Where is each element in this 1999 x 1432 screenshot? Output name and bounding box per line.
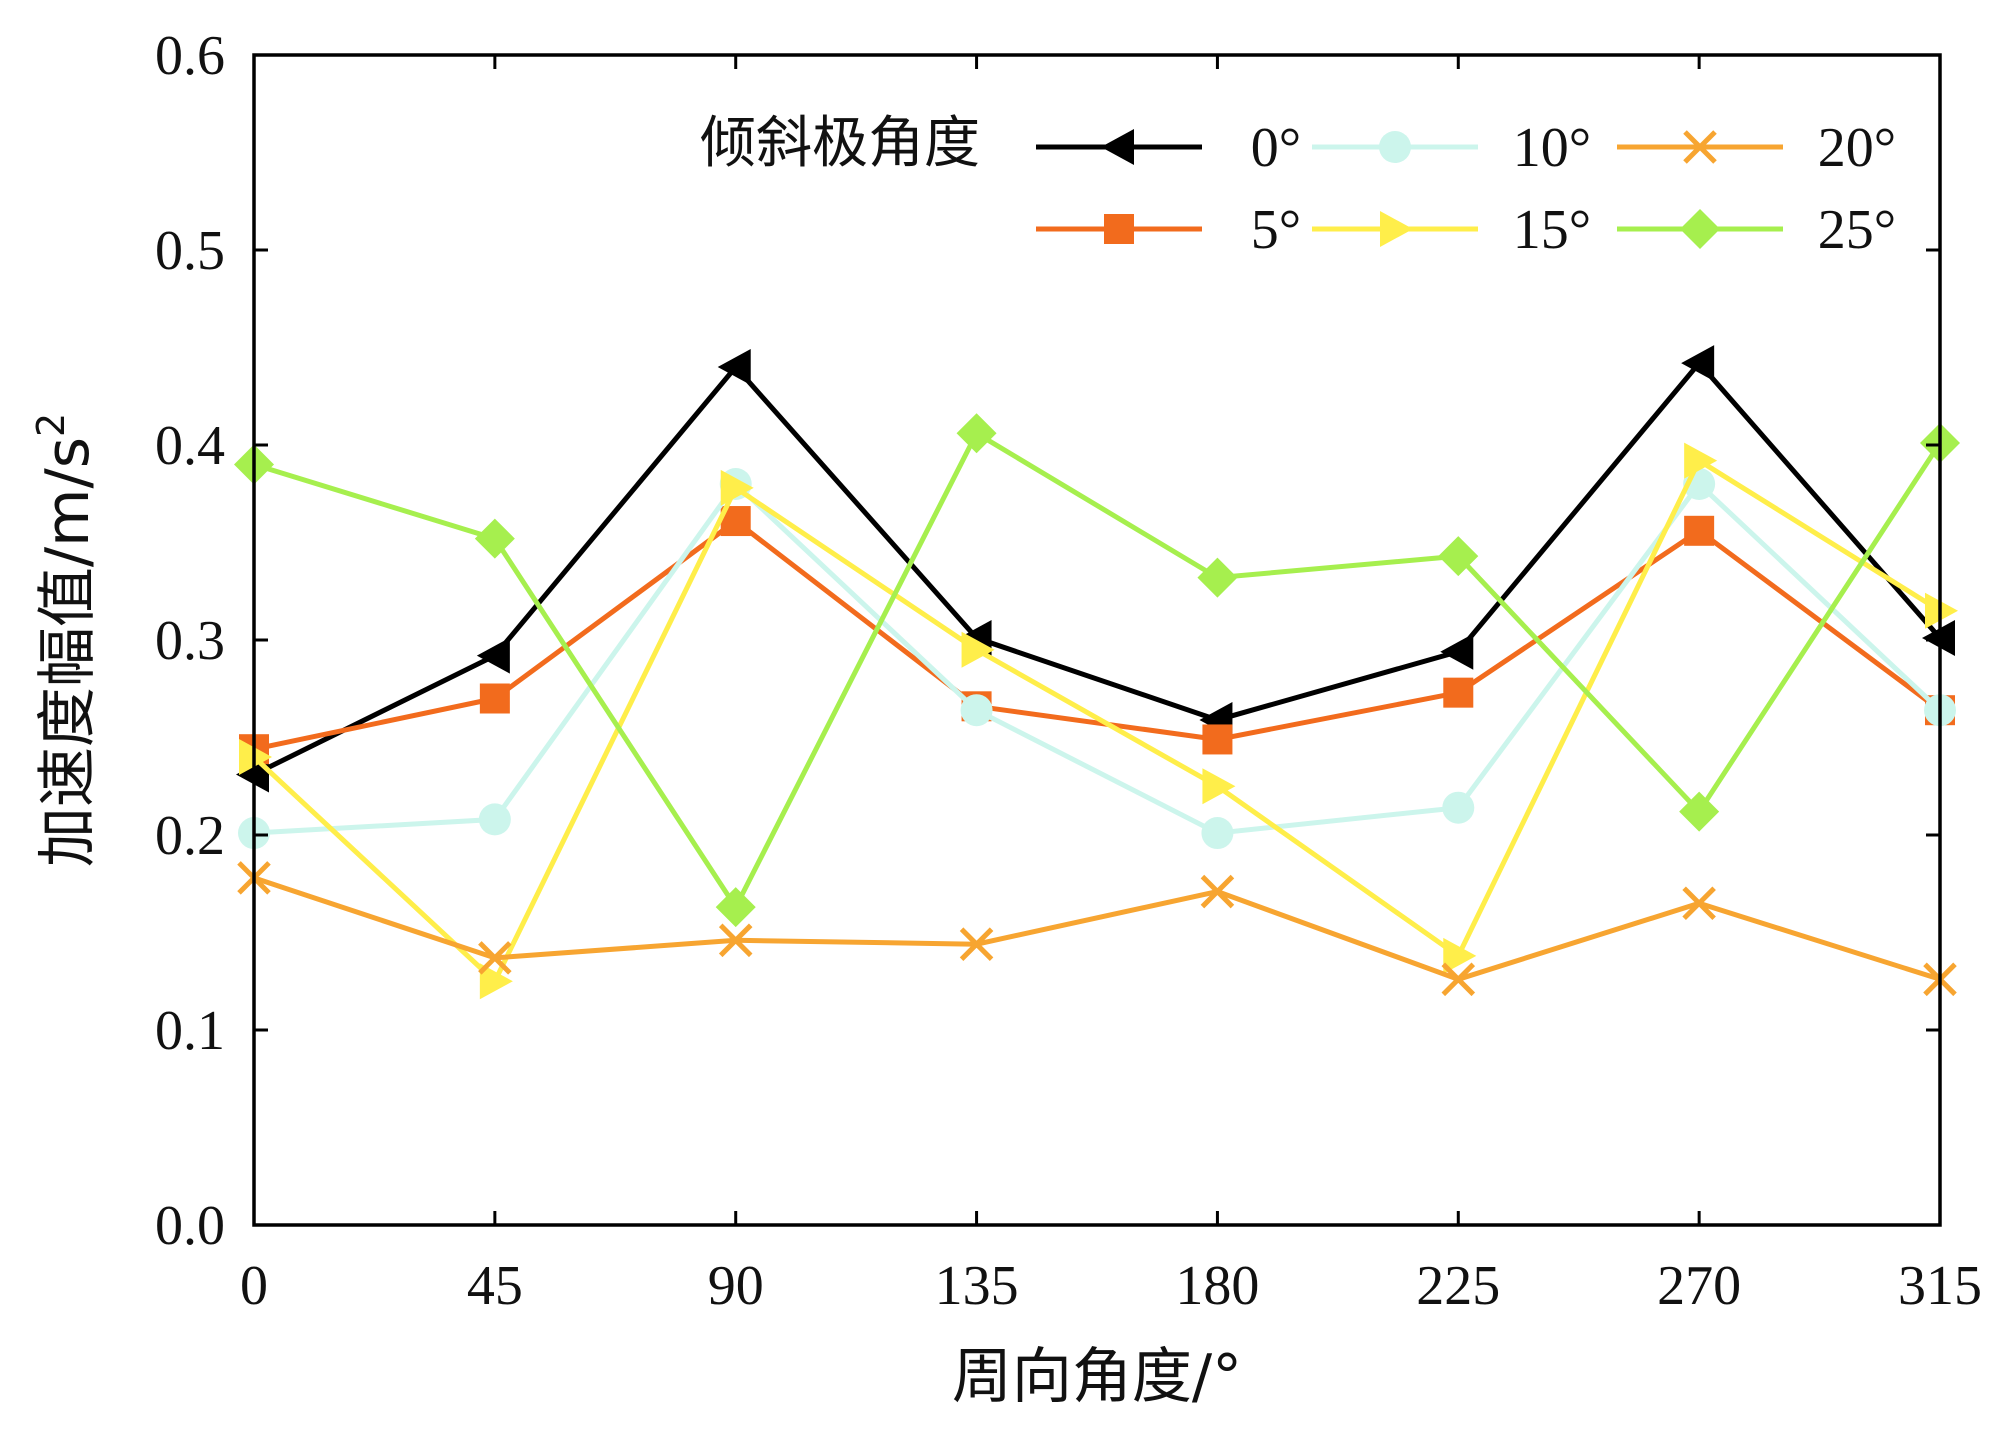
series-line-0deg <box>252 359 1942 777</box>
x-tick-label: 315 <box>1898 1255 1982 1317</box>
series-25deg <box>234 413 1960 928</box>
data-point-10deg <box>1442 791 1475 824</box>
data-point-0deg <box>1681 345 1715 382</box>
y-tick-label: 0.2 <box>155 805 225 867</box>
legend-item-15deg: 15° <box>1312 199 1591 261</box>
data-point-0deg <box>476 637 510 674</box>
x-tick-label: 225 <box>1416 1255 1500 1317</box>
data-point-25deg <box>715 887 756 928</box>
data-point-10deg <box>478 803 511 836</box>
y-tick-label: 0.4 <box>155 415 225 477</box>
legend-item-10deg: 10° <box>1312 117 1591 179</box>
data-point-0deg <box>1440 633 1474 670</box>
legend-marker <box>1104 214 1134 244</box>
series-line-15deg <box>252 457 1942 986</box>
data-point-5deg <box>1684 515 1715 546</box>
y-tick-label: 0.1 <box>155 1000 225 1062</box>
legend-item-20deg: 20° <box>1617 117 1896 179</box>
data-point-10deg <box>960 694 993 727</box>
data-point-20deg <box>1682 886 1716 921</box>
data-point-25deg <box>956 413 997 454</box>
y-axis-title-superscript: 2 <box>29 413 73 437</box>
y-tick-label: 0.0 <box>155 1195 225 1257</box>
x-axis: 0 45 90 135 180 225 270 315 <box>240 55 1982 1317</box>
data-point-20deg <box>959 927 994 961</box>
legend: 倾斜极角度 0° 5° 10° 15° 20° 25° <box>700 111 1896 261</box>
y-axis: 0.0 0.1 0.2 0.3 0.4 0.5 0.6 <box>155 25 1940 1257</box>
data-point-15deg <box>1202 768 1236 805</box>
data-point-25deg <box>474 518 515 559</box>
legend-label: 20° <box>1818 117 1896 179</box>
data-point-15deg <box>720 469 754 506</box>
x-tick-label: 45 <box>467 1255 523 1317</box>
series-layer <box>234 345 1960 1000</box>
data-point-5deg <box>1202 724 1233 755</box>
legend-label: 10° <box>1513 117 1591 179</box>
data-point-15deg <box>1443 937 1477 974</box>
y-tick-label: 0.3 <box>155 610 225 672</box>
x-tick-label: 270 <box>1657 1255 1741 1317</box>
legend-marker <box>1380 211 1413 247</box>
series-line-20deg <box>253 875 1941 982</box>
legend-marker <box>1101 129 1134 165</box>
data-point-15deg <box>479 963 513 1000</box>
series-20deg <box>237 861 1957 997</box>
legend-label: 0° <box>1251 117 1301 179</box>
data-point-20deg <box>718 923 753 958</box>
legend-marker <box>1683 130 1717 164</box>
data-point-20deg <box>1441 962 1476 997</box>
data-point-25deg <box>1679 791 1720 832</box>
legend-item-5deg: 5° <box>1036 199 1301 261</box>
legend-marker <box>1379 131 1411 163</box>
legend-item-0deg: 0° <box>1036 117 1301 179</box>
data-point-0deg <box>717 349 751 385</box>
series-0deg <box>236 345 1955 793</box>
legend-label: 25° <box>1818 199 1896 261</box>
data-point-25deg <box>1438 536 1479 577</box>
legend-label: 5° <box>1251 199 1301 261</box>
legend-label: 15° <box>1513 199 1591 261</box>
legend-title: 倾斜极角度 <box>700 111 980 176</box>
series-line-5deg <box>253 517 1942 752</box>
x-tick-label: 135 <box>935 1255 1019 1317</box>
data-point-10deg <box>1201 817 1234 850</box>
data-point-5deg <box>1443 677 1474 708</box>
data-point-15deg <box>961 631 995 668</box>
y-tick-label: 0.6 <box>155 25 225 87</box>
x-tick-label: 90 <box>708 1255 764 1317</box>
data-point-15deg <box>1684 442 1718 479</box>
data-point-25deg <box>1197 557 1238 598</box>
y-tick-label: 0.5 <box>155 220 225 282</box>
series-line-25deg <box>253 429 1943 913</box>
x-tick-label: 180 <box>1175 1255 1259 1317</box>
data-point-20deg <box>478 941 512 975</box>
y-axis-title: 加速度幅值/m/s2 <box>29 413 103 867</box>
data-point-5deg <box>479 683 510 714</box>
x-tick-label: 0 <box>240 1255 268 1317</box>
x-axis-title: 周向角度/° <box>952 1342 1242 1412</box>
legend-marker <box>1680 209 1720 249</box>
data-point-20deg <box>1200 874 1235 909</box>
legend-item-25deg: 25° <box>1617 199 1896 261</box>
y-axis-title-text: 加速度幅值/m/s <box>33 437 103 867</box>
